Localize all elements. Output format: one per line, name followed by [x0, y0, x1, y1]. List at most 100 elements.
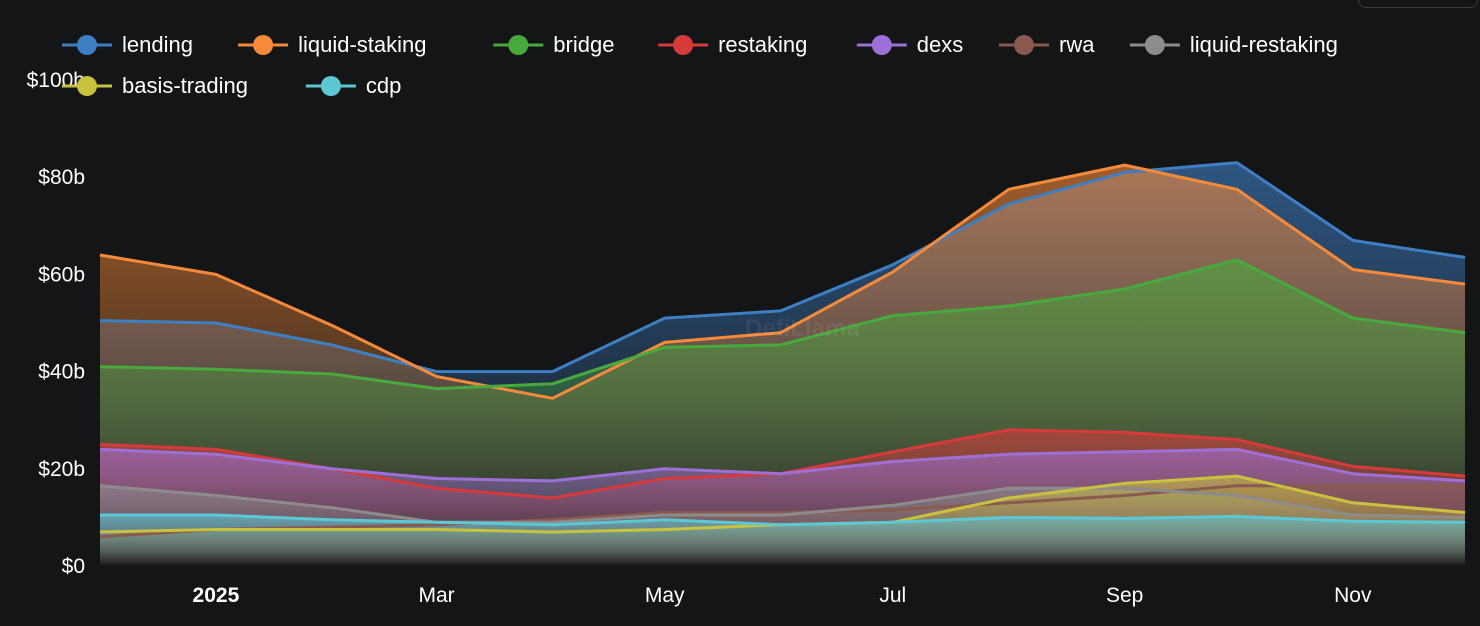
legend-item-bridge[interactable]: bridge [493, 32, 614, 57]
cdp-point[interactable] [210, 509, 222, 521]
bridge-point[interactable] [210, 363, 222, 375]
liquid-restaking-point[interactable] [1231, 490, 1243, 502]
lending-point[interactable] [210, 317, 222, 329]
dexs-point[interactable] [1119, 446, 1131, 458]
dexs-point[interactable] [210, 448, 222, 460]
liquid-staking-point[interactable] [1003, 183, 1015, 195]
rwa-point[interactable] [1459, 480, 1471, 492]
liquid-staking-point[interactable] [94, 249, 106, 261]
legend-item-liquid-restaking[interactable]: liquid-restaking [1129, 32, 1338, 57]
dexs-point[interactable] [659, 463, 671, 475]
restaking-point[interactable] [1003, 424, 1015, 436]
lending-point[interactable] [547, 366, 559, 378]
dexs-point[interactable] [547, 475, 559, 487]
liquid-restaking-point[interactable] [326, 502, 338, 514]
dexs-point[interactable] [431, 473, 443, 485]
basis-trading-point[interactable] [1003, 492, 1015, 504]
cdp-point[interactable] [94, 509, 106, 521]
legend-item-lending[interactable]: lending [62, 32, 193, 57]
restaking-point[interactable] [1119, 426, 1131, 438]
cdp-point[interactable] [1119, 512, 1131, 524]
cdp-point[interactable] [1231, 510, 1243, 522]
liquid-restaking-point[interactable] [210, 490, 222, 502]
cdp-point[interactable] [1459, 516, 1471, 528]
lending-point[interactable] [1231, 157, 1243, 169]
liquid-restaking-point[interactable] [887, 499, 899, 511]
legend-item-cdp[interactable]: cdp [305, 73, 401, 98]
cdp-point[interactable] [326, 514, 338, 526]
dexs-point[interactable] [775, 468, 787, 480]
legend-label: dexs [917, 32, 963, 57]
bridge-point[interactable] [431, 383, 443, 395]
bridge-point[interactable] [547, 378, 559, 390]
liquid-staking-point[interactable] [431, 371, 443, 383]
liquid-staking-point[interactable] [326, 319, 338, 331]
legend-swatch-dot [508, 35, 529, 55]
basis-trading-point[interactable] [1119, 477, 1131, 489]
cdp-point[interactable] [431, 516, 443, 528]
liquid-restaking-point[interactable] [94, 480, 106, 492]
bridge-point[interactable] [887, 310, 899, 322]
dexs-point[interactable] [1003, 448, 1015, 460]
y-tick-label: $100b [27, 69, 85, 92]
cdp-point[interactable] [1347, 515, 1359, 527]
dexs-line[interactable] [99, 447, 1466, 483]
cdp-area [100, 515, 1465, 566]
legend-swatch-dot [77, 35, 97, 55]
basis-trading-point[interactable] [1231, 470, 1243, 482]
liquid-restaking-line[interactable] [99, 484, 1466, 524]
liquid-staking-point[interactable] [1459, 278, 1471, 290]
lending-point[interactable] [1459, 251, 1471, 263]
basis-trading-point[interactable] [210, 524, 222, 536]
lending-point[interactable] [659, 312, 671, 324]
basis-trading-point[interactable] [1347, 497, 1359, 509]
lending-point[interactable] [1347, 234, 1359, 246]
watermark: DefiLlama [745, 315, 860, 342]
cdp-point[interactable] [547, 519, 559, 531]
lending-line[interactable] [99, 161, 1466, 374]
dexs-point[interactable] [1347, 468, 1359, 480]
legend-item-dexs[interactable]: dexs [856, 32, 963, 57]
legend-item-liquid-staking[interactable]: liquid-staking [238, 32, 427, 57]
bridge-point[interactable] [1003, 300, 1015, 312]
liquid-staking-point[interactable] [1231, 183, 1243, 195]
dexs-point[interactable] [1231, 443, 1243, 455]
legend-item-restaking[interactable]: restaking [658, 32, 807, 57]
legend-swatch-dot [253, 35, 274, 55]
legend-label: basis-trading [122, 73, 248, 98]
y-tick-label: $20b [38, 458, 85, 481]
legend-item-basis-trading[interactable]: basis-trading [62, 73, 248, 98]
cdp-line[interactable] [100, 513, 1466, 527]
bridge-point[interactable] [94, 361, 106, 373]
legend-label: lending [122, 32, 193, 57]
bridge-point[interactable] [1119, 283, 1131, 295]
rwa-line[interactable] [99, 484, 1465, 539]
lending-point[interactable] [326, 339, 338, 351]
liquid-staking-point[interactable] [1119, 159, 1131, 171]
liquid-staking-point[interactable] [1347, 264, 1359, 276]
bridge-point[interactable] [659, 341, 671, 353]
bridge-line[interactable] [99, 258, 1466, 391]
dexs-point[interactable] [887, 456, 899, 468]
legend-item-rwa[interactable]: rwa [999, 32, 1095, 57]
liquid-staking-point[interactable] [210, 268, 222, 280]
lending-point[interactable] [94, 315, 106, 327]
restaking-point[interactable] [547, 492, 559, 504]
bridge-point[interactable] [1231, 254, 1243, 266]
bridge-point[interactable] [326, 368, 338, 380]
cdp-point[interactable] [1003, 511, 1015, 523]
liquid-staking-point[interactable] [547, 392, 559, 404]
cdp-point[interactable] [775, 519, 787, 531]
y-tick-label: $40b [38, 361, 85, 384]
liquid-staking-line[interactable] [99, 163, 1466, 400]
rwa-point[interactable] [1347, 480, 1359, 492]
dexs-point[interactable] [94, 443, 106, 455]
cdp-point[interactable] [659, 514, 671, 526]
lending-point[interactable] [1003, 198, 1015, 210]
liquid-staking-point[interactable] [887, 266, 899, 278]
basis-trading-point[interactable] [94, 526, 106, 538]
bridge-point[interactable] [1347, 312, 1359, 324]
dexs-point[interactable] [326, 463, 338, 475]
cdp-point[interactable] [887, 516, 899, 528]
bridge-point[interactable] [1459, 327, 1471, 339]
